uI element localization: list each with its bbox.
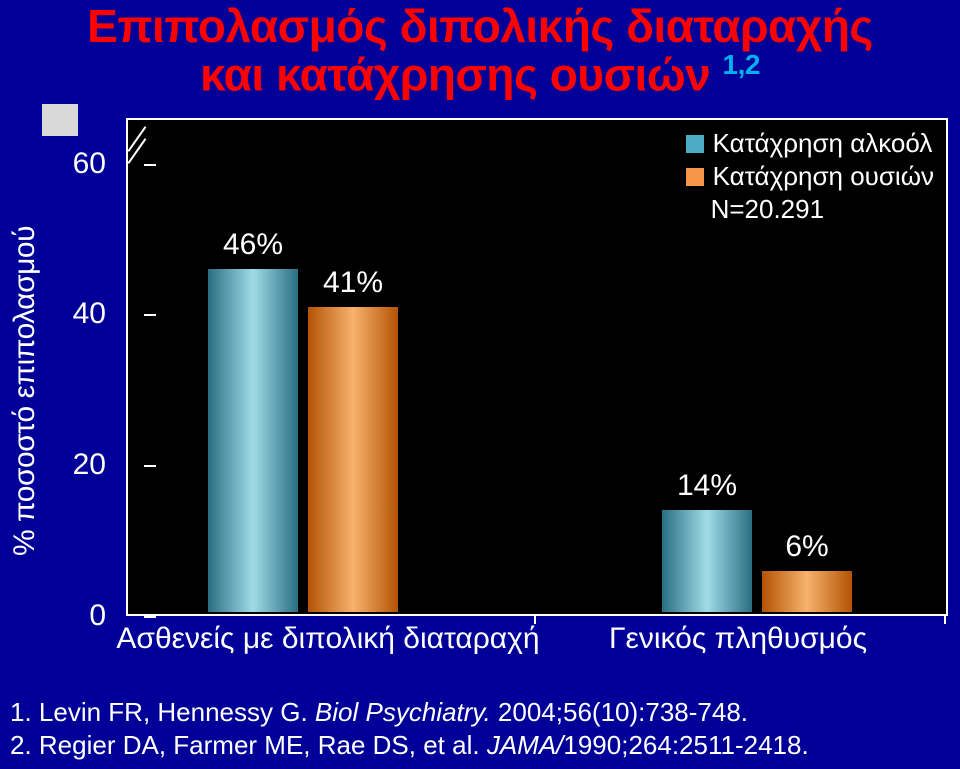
x-tick — [944, 614, 946, 624]
y-tick-0: 0 — [66, 599, 106, 633]
reference-1: 1. Levin FR, Hennessy G. Biol Psychiatry… — [10, 696, 809, 729]
bar-bipolar-alcohol — [206, 267, 300, 614]
bar-label-general-alcohol: 14% — [627, 469, 787, 503]
x-category-general: Γενικός πληθυσμός — [609, 622, 867, 656]
references: 1. Levin FR, Hennessy G. Biol Psychiatry… — [10, 696, 809, 761]
legend-label-substance: Κατάχρηση ουσιών — [713, 161, 934, 192]
legend-item-substance: Κατάχρηση ουσιών — [685, 161, 934, 192]
legend-swatch-substance — [685, 167, 705, 187]
y-tick-60: 60 — [66, 147, 106, 181]
bar-chart: % ποσοστό επιπολασμού Κατάχρηση αλκοόλ Κ… — [78, 118, 948, 663]
bar-label-bipolar-alcohol: 46% — [173, 228, 333, 262]
plot-area: Κατάχρηση αλκοόλ Κατάχρηση ουσιών N=20.2… — [126, 118, 948, 616]
title-superscript: 1,2 — [723, 49, 760, 80]
y-tick-40: 40 — [66, 297, 106, 331]
legend-swatch-alcohol — [685, 134, 705, 154]
bar-label-bipolar-substance: 41% — [273, 266, 433, 300]
axis-break-box — [42, 104, 78, 136]
reference-2: 2. Regier DA, Farmer ME, Rae DS, et al. … — [10, 729, 809, 762]
legend-item-alcohol: Κατάχρηση αλκοόλ — [685, 128, 934, 159]
legend: Κατάχρηση αλκοόλ Κατάχρηση ουσιών N=20.2… — [685, 128, 934, 226]
legend-note: N=20.291 — [711, 194, 934, 225]
bar-bipolar-substance — [306, 305, 400, 614]
axis-break-slash — [128, 138, 147, 164]
bar-label-general-substance: 6% — [727, 530, 887, 564]
bar-general-substance — [760, 569, 854, 614]
y-axis-label-wrap: % ποσοστό επιπολασμού — [10, 118, 40, 663]
x-category-bipolar: Ασθενείς με διπολική διαταραχή — [116, 622, 539, 656]
y-tick-20: 20 — [66, 448, 106, 482]
title-line2: και κατάχρησης ουσιών — [200, 49, 723, 101]
legend-label-alcohol: Κατάχρηση αλκοόλ — [713, 128, 933, 159]
y-axis-label: % ποσοστό επιπολασμού — [8, 226, 42, 556]
slide-title: Επιπολασμός διπολικής διαταραχής και κατ… — [0, 0, 960, 99]
title-line1: Επιπολασμός διπολικής διαταραχής — [87, 0, 873, 52]
